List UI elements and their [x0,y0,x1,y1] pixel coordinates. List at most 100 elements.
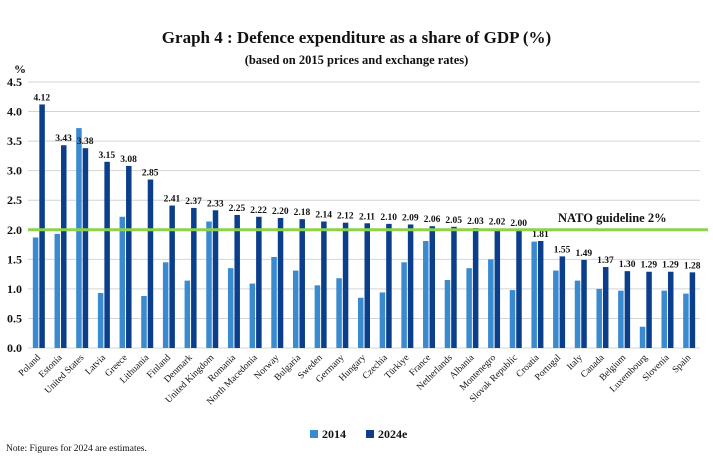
data-label: 2.06 [424,215,441,225]
bar-2014-lithuania [141,295,147,348]
bar-2014-netherlands [444,280,451,348]
data-label: 2.00 [510,219,527,229]
bar-2024e-germany [342,222,349,348]
y-tick-label: 4.0 [7,105,22,119]
bar-2024e-hungary [364,223,370,348]
bar-2014-greece [119,216,126,348]
bar-2024e-netherlands [451,226,457,348]
bar-2014-united-states [76,128,82,348]
data-label: 3.08 [120,155,137,165]
bar-2014-spain [683,293,689,348]
data-label: 2.33 [207,199,224,209]
bar-2014-romania [227,268,234,348]
legend-label: 2024e [378,427,408,441]
data-label: 1.29 [640,261,657,271]
data-label: 2.85 [142,169,159,179]
data-label: 3.43 [55,134,72,144]
data-label: 2.09 [402,213,419,223]
data-label: 2.11 [359,212,375,222]
data-label: 2.41 [164,195,181,205]
chart-subtitle: (based on 2015 prices and exchange rates… [244,53,469,67]
bar-2014-türkiye [401,262,407,348]
bar-2014-poland [32,237,39,348]
bar-2024e-belgium [624,271,631,348]
bar-2014-united-kingdom [206,221,212,348]
data-label: 1.29 [662,261,679,271]
bar-2014-bulgaria [292,270,299,348]
data-label: 2.20 [272,207,289,217]
y-axis-label: % [14,62,26,76]
bar-2024e-france [429,226,436,348]
bar-2014-norway [271,256,277,348]
bar-2014-albania [466,268,472,348]
data-label: 1.55 [554,245,571,255]
bar-2024e-norway [277,217,284,348]
bar-2014-montenegro [488,259,494,348]
nato-guideline-label: NATO guideline 2% [558,211,667,225]
y-tick-label: 2.0 [7,223,22,237]
bar-2014-czechia [379,292,386,348]
data-label: 2.18 [294,208,311,218]
bar-2024e-united-states [82,148,89,348]
bar-2014-finland [162,262,169,348]
legend-swatch-2014 [310,430,318,438]
legend-label: 2014 [322,427,346,441]
bar-2014-italy [574,280,581,348]
bar-2024e-montenegro [494,228,501,348]
data-label: 1.28 [684,261,701,271]
bar-2014-slovenia [661,290,667,348]
bar-2024e-croatia [537,241,544,348]
bar-2024e-albania [472,228,479,348]
bar-2024e-sweden [321,221,327,348]
y-tick-label: 0.0 [7,341,22,355]
bar-2024e-canada [602,267,609,348]
bar-2024e-denmark [191,207,197,348]
bar-2024e-slovenia [667,271,674,348]
legend-swatch-2024e [366,430,374,438]
bar-2014-france [423,241,429,348]
data-label: 4.12 [34,93,51,103]
data-label: 2.37 [185,197,202,207]
data-label: 2.02 [489,218,506,228]
x-tick-label: Türkiye [383,353,411,381]
data-label: 2.03 [467,217,484,227]
bar-2014-canada [596,288,602,348]
bar-2024e-estonia [61,145,67,348]
y-tick-label: 1.5 [7,252,22,266]
bar-2014-north-macedonia [249,283,256,348]
bar-2014-germany [336,278,342,348]
data-label: 3.15 [99,151,116,161]
data-label: 2.25 [229,204,246,214]
data-label: 2.10 [380,213,397,223]
y-tick-label: 4.5 [7,75,22,89]
data-label: 2.22 [250,206,267,216]
y-tick-label: 2.5 [7,193,22,207]
bar-2024e-portugal [559,256,566,348]
bar-2014-latvia [97,293,104,348]
y-tick-label: 0.5 [7,311,22,325]
bar-2024e-bulgaria [299,219,305,348]
data-label: 1.37 [597,256,614,266]
x-tick-label: Spain [671,353,694,376]
y-tick-label: 3.0 [7,164,22,178]
bar-2024e-slovak-republic [516,229,522,348]
data-label: 1.49 [575,249,592,259]
data-label: 1.30 [619,260,636,270]
bar-2024e-poland [39,104,45,348]
chart-note: Note: Figures for 2024 are estimates. [6,444,147,454]
bar-2014-slovak-republic [509,290,516,348]
bar-2024e-romania [234,215,240,348]
bar-2014-luxembourg [639,326,646,348]
bar-2024e-czechia [386,223,392,348]
bar-2024e-lithuania [147,179,154,348]
bar-2024e-luxembourg [646,271,652,348]
bar-2024e-greece [126,165,132,348]
data-label: 2.14 [315,211,332,221]
bar-2024e-north-macedonia [256,216,262,348]
bar-2024e-italy [581,259,587,348]
chart-title: Graph 4 : Defence expenditure as a share… [161,28,552,47]
bar-2024e-latvia [104,161,110,348]
bar-2014-belgium [618,290,624,348]
